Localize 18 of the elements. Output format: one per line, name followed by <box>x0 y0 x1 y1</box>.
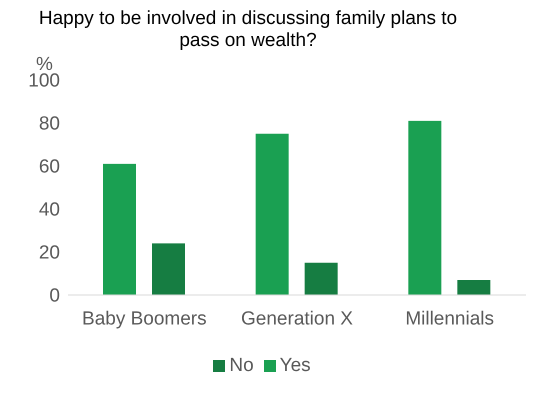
y-tick-label: 60 <box>38 156 60 178</box>
bar <box>256 134 289 295</box>
y-tick-label: 20 <box>38 242 60 264</box>
y-tick-label: 100 <box>28 70 60 92</box>
x-tick-label: Baby Boomers <box>82 308 207 330</box>
bar <box>457 280 490 295</box>
bar <box>103 164 136 295</box>
y-tick-label: 80 <box>38 114 60 135</box>
y-tick-label: 0 <box>49 286 60 307</box>
y-tick-label: 40 <box>38 200 60 221</box>
chart-title: Happy to be involved in discussing family plans to pass on wealth? <box>38 8 458 52</box>
bar <box>408 120 442 295</box>
x-tick-label: Generation X <box>241 308 354 330</box>
legend-label: Yes <box>280 355 311 376</box>
bar <box>152 243 185 295</box>
x-tick-label: Millennials <box>405 308 494 330</box>
bar <box>304 262 338 295</box>
legend-label: No <box>229 355 254 376</box>
